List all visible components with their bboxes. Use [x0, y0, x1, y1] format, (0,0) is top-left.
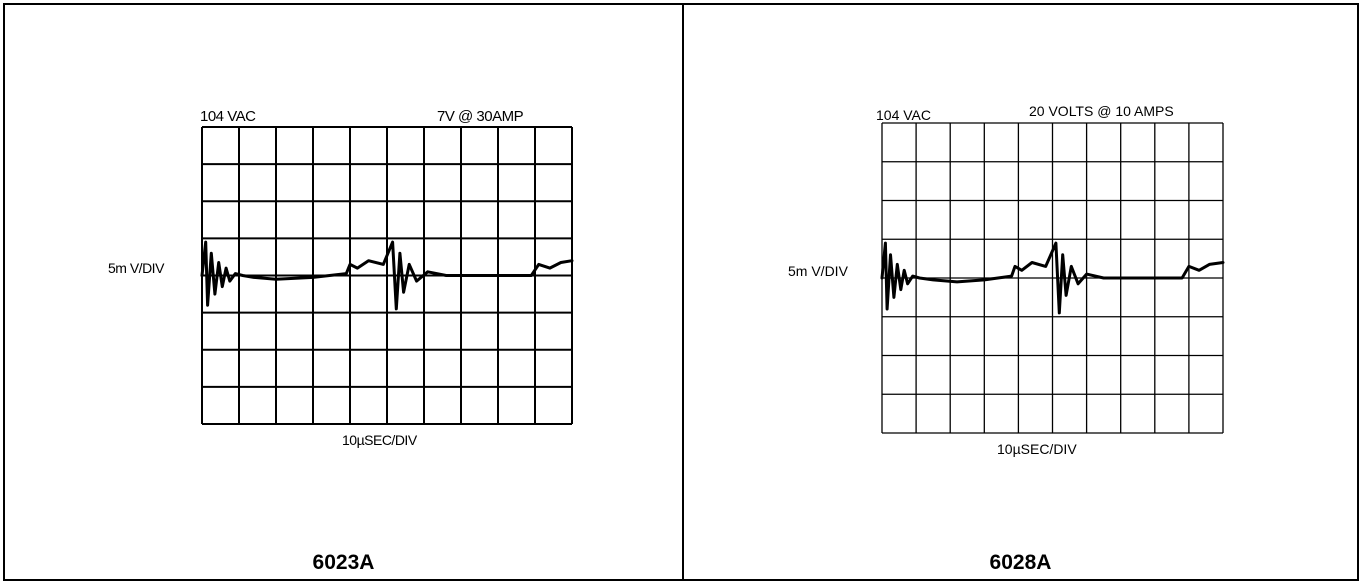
horizontal-scale-label: 10µSEC/DIV [997, 441, 1077, 457]
vertical-scale-label: 5m V/DIV [788, 263, 848, 279]
panel-6023a: 104 VAC 7V @ 30AMP 5m V/DIV 10µSEC/DIV 6… [5, 5, 682, 579]
horizontal-scale-label: 10µSEC/DIV [342, 432, 417, 448]
vertical-scale-label: 5m V/DIV [108, 260, 164, 276]
ripple-trace [880, 241, 1225, 315]
ripple-trace [200, 240, 574, 311]
input-voltage-label: 104 VAC [200, 108, 256, 125]
input-voltage-label: 104 VAC [876, 107, 931, 123]
graticule [201, 126, 573, 425]
panel-6028a: 104 VAC 20 VOLTS @ 10 AMPS 5m V/DIV 10µS… [684, 5, 1357, 579]
oscilloscope-trace-6028a [880, 122, 1225, 434]
oscilloscope-trace-6023a [200, 126, 574, 425]
model-number-label: 6023A [312, 551, 375, 574]
panel-divider [682, 3, 684, 581]
graticule [881, 122, 1224, 434]
model-number-label: 6028A [989, 551, 1052, 574]
load-condition-label: 7V @ 30AMP [437, 108, 524, 125]
figure-frame [3, 3, 1359, 581]
load-condition-label: 20 VOLTS @ 10 AMPS [1029, 103, 1174, 119]
